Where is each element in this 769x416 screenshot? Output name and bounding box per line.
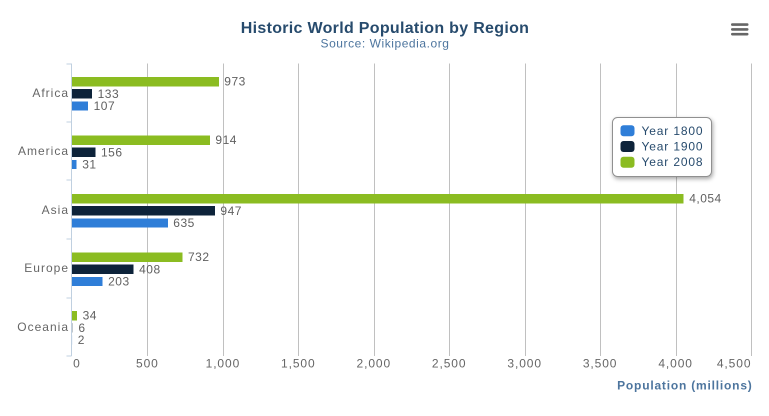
svg-text:Population (millions): Population (millions) [617, 379, 752, 393]
svg-text:973: 973 [224, 75, 246, 89]
svg-text:Oceania: Oceania [17, 320, 69, 334]
svg-text:Historic World Population by R: Historic World Population by Region [241, 20, 529, 37]
svg-text:Year 1800: Year 1800 [642, 124, 704, 138]
svg-text:Europe: Europe [24, 261, 69, 275]
svg-text:635: 635 [173, 216, 195, 230]
svg-text:203: 203 [108, 275, 130, 289]
svg-text:156: 156 [101, 145, 123, 159]
svg-text:0: 0 [73, 357, 81, 371]
svg-text:4,054: 4,054 [689, 192, 722, 206]
svg-text:4,000: 4,000 [658, 357, 693, 371]
svg-text:31: 31 [82, 158, 96, 172]
svg-text:732: 732 [188, 250, 210, 264]
svg-text:1,000: 1,000 [206, 357, 241, 371]
svg-text:1,500: 1,500 [281, 357, 316, 371]
svg-text:4,500: 4,500 [717, 357, 752, 371]
svg-text:America: America [18, 144, 69, 158]
svg-text:2: 2 [78, 333, 85, 347]
svg-text:3,000: 3,000 [507, 357, 542, 371]
svg-text:Asia: Asia [42, 203, 69, 217]
svg-text:133: 133 [98, 87, 120, 101]
svg-text:914: 914 [215, 133, 237, 147]
svg-text:6: 6 [78, 321, 85, 335]
svg-text:Source: Wikipedia.org: Source: Wikipedia.org [321, 37, 450, 51]
svg-text:3,500: 3,500 [583, 357, 618, 371]
svg-text:408: 408 [139, 262, 161, 276]
svg-text:947: 947 [220, 204, 242, 218]
svg-text:2,000: 2,000 [357, 357, 392, 371]
svg-text:Year 1900: Year 1900 [642, 140, 704, 154]
svg-text:34: 34 [83, 309, 97, 323]
svg-text:Africa: Africa [32, 86, 69, 100]
svg-text:Year 2008: Year 2008 [642, 155, 704, 169]
svg-text:2,500: 2,500 [432, 357, 467, 371]
svg-text:107: 107 [94, 99, 116, 113]
svg-text:500: 500 [136, 357, 159, 371]
